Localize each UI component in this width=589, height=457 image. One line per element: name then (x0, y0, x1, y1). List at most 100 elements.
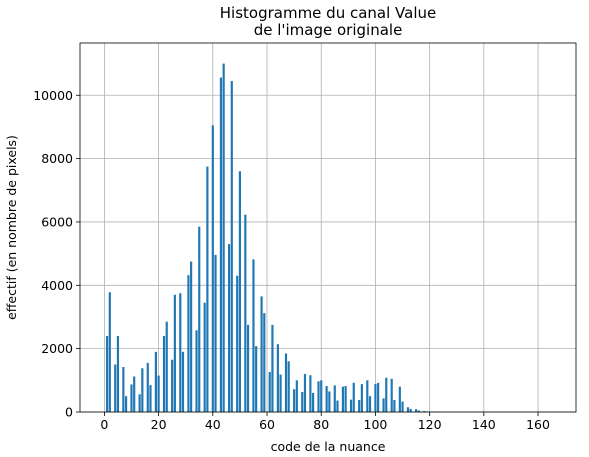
histogram-bar (165, 321, 168, 412)
x-tick-label: 140 (472, 417, 496, 432)
chart-title-line-1: Histogramme du canal Value (220, 4, 436, 22)
histogram-bar (398, 386, 401, 412)
histogram-bar (222, 63, 225, 412)
histogram-bar (358, 399, 361, 412)
histogram-bar (227, 244, 231, 412)
histogram-bar (187, 275, 190, 412)
histogram-bar (246, 324, 250, 412)
histogram-bar (171, 359, 174, 412)
grid (80, 43, 576, 413)
histogram-bar (341, 386, 344, 412)
y-tick-label: 6000 (41, 214, 73, 229)
histogram-bar (157, 375, 160, 412)
histogram-bar (325, 386, 328, 412)
histogram-bar (333, 385, 336, 412)
histogram-bar (255, 346, 258, 412)
histogram-bar (328, 391, 331, 412)
histogram-bar (374, 384, 377, 412)
histogram-bar (368, 396, 372, 412)
histogram-bar (130, 384, 133, 412)
histogram-bar (393, 399, 396, 412)
histogram-bar (401, 401, 404, 412)
x-tick-label: 60 (259, 417, 275, 432)
x-axis-label: code de la nuance (271, 439, 386, 454)
plot-frame (79, 42, 577, 413)
histogram-bar (409, 408, 412, 412)
histogram-bar (106, 335, 109, 412)
histogram-bar (417, 410, 420, 412)
y-axis-ticks: 0 2000 4000 6000 8000 10000 (33, 88, 80, 420)
histogram-bar (271, 324, 274, 412)
histogram-bar (344, 386, 347, 412)
histogram-bar (312, 392, 315, 412)
histogram-bar (276, 344, 279, 412)
bars (106, 63, 437, 413)
histogram-bar (293, 389, 296, 412)
histogram-bar (360, 384, 363, 412)
histogram-bar (124, 396, 128, 412)
histogram-bar (141, 368, 144, 412)
histogram-bar (303, 373, 307, 412)
histogram-bar (162, 335, 166, 412)
histogram-bar (263, 313, 266, 412)
histogram-bar (198, 226, 201, 412)
y-tick-label: 2000 (41, 341, 73, 356)
histogram-bar (230, 81, 233, 413)
histogram-bar (320, 380, 323, 412)
histogram-bar (116, 335, 120, 412)
histogram-bar (390, 378, 393, 412)
y-tick-label: 10000 (33, 88, 73, 103)
histogram-bar (114, 364, 117, 412)
x-tick-label: 0 (100, 417, 108, 432)
histogram-bar (382, 398, 385, 412)
histogram-bar (206, 166, 209, 412)
x-tick-label: 160 (526, 417, 550, 432)
histogram-bar (244, 214, 247, 412)
x-tick-label: 20 (151, 417, 167, 432)
histogram-bar (406, 407, 410, 412)
histogram-bar (423, 411, 426, 412)
y-tick-label: 0 (65, 405, 73, 420)
histogram-bar (284, 353, 288, 412)
histogram-bar (122, 367, 125, 412)
histogram-bar (238, 171, 241, 412)
x-axis-ticks: 0 20 40 60 80 100 120 140 160 (100, 412, 550, 432)
histogram-bar (146, 362, 149, 412)
histogram-bar (108, 292, 111, 412)
histogram-bar (415, 409, 418, 412)
histogram-bar (203, 302, 206, 412)
histogram-bar (179, 293, 182, 412)
histogram-bar (214, 254, 217, 412)
histogram-bar (279, 374, 282, 412)
histogram-bar (295, 380, 298, 412)
histogram-bar (190, 261, 193, 412)
histogram-bar (181, 351, 185, 412)
histogram-bar (352, 382, 355, 412)
histogram-bar (377, 382, 380, 412)
x-tick-label: 120 (418, 417, 442, 432)
histogram-bar (317, 381, 320, 412)
x-tick-label: 40 (205, 417, 221, 432)
histogram-bar (195, 330, 198, 412)
histogram-bar (260, 296, 263, 412)
x-tick-label: 80 (313, 417, 329, 432)
histogram-bar (268, 372, 271, 412)
histogram-bar (385, 377, 388, 412)
histogram-bar (149, 385, 152, 412)
y-tick-label: 4000 (41, 278, 73, 293)
histogram-bar (252, 259, 255, 412)
histogram-bar (219, 77, 223, 412)
histogram-bar (138, 394, 141, 412)
y-tick-label: 8000 (41, 151, 73, 166)
histogram-bar (287, 361, 290, 412)
histogram-bar (309, 375, 312, 412)
histogram-bar (366, 380, 369, 412)
histogram-bar (301, 392, 304, 412)
histogram-bar (173, 294, 176, 412)
histogram-bar (349, 399, 353, 412)
histogram-bar (211, 125, 214, 412)
histogram-bar (133, 376, 136, 412)
y-axis-label: effectif (en nombre de pixels) (4, 135, 19, 320)
histogram-bar (154, 351, 157, 412)
histogram-bar (336, 400, 339, 412)
